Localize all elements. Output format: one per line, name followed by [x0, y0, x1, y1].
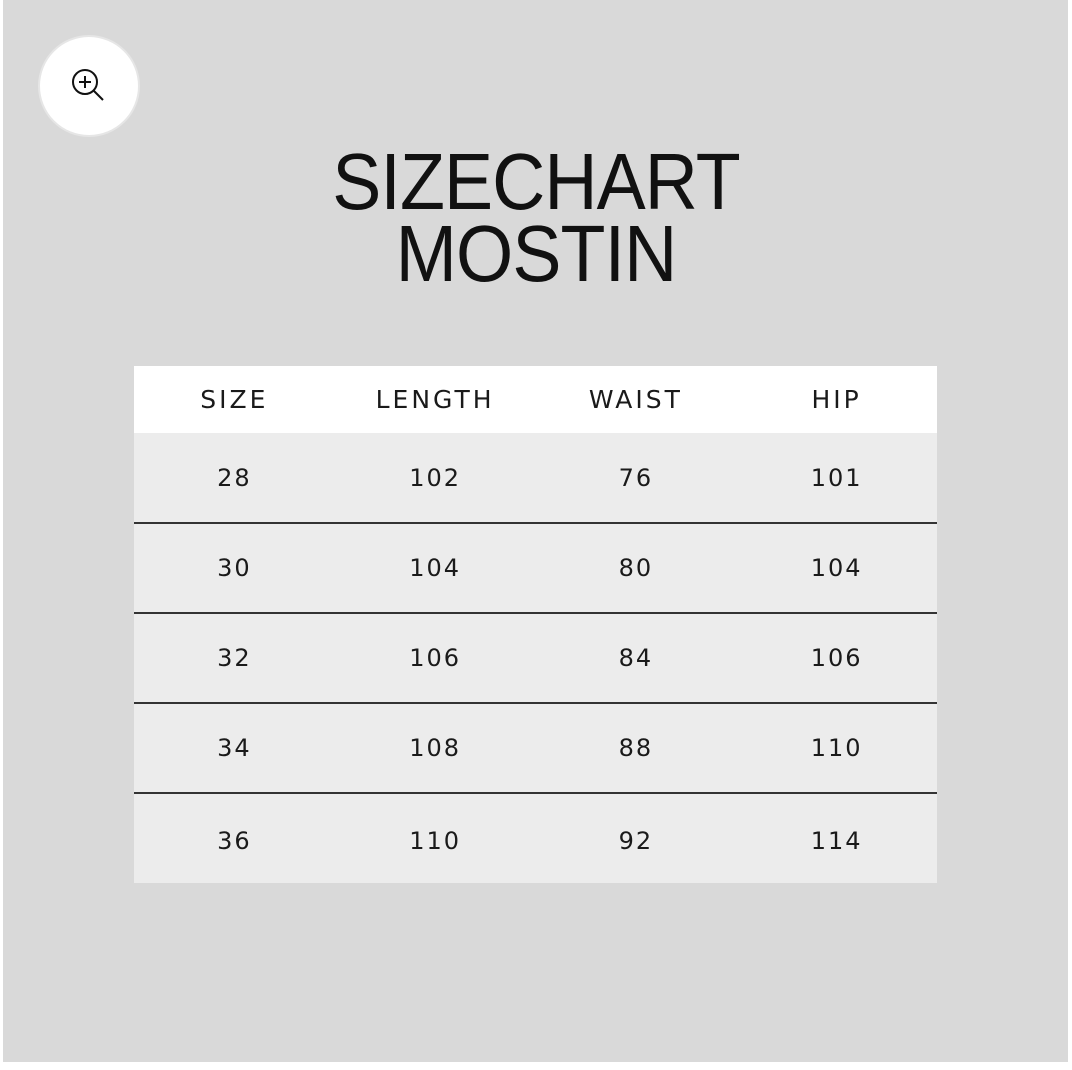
header-waist: WAIST — [588, 385, 683, 414]
table-row: 36 110 92 114 — [134, 793, 937, 883]
title-line-2: MOSTIN — [395, 209, 678, 298]
cell-waist: 80 — [618, 554, 654, 582]
cell-size: 34 — [217, 734, 252, 762]
size-table: SIZE LENGTH WAIST HIP 28 102 76 101 30 104 80 1… — [134, 366, 937, 883]
cell-size: 36 — [217, 826, 252, 855]
header-length: LENGTH — [375, 385, 495, 414]
cell-length: 104 — [409, 554, 462, 582]
cell-hip: 104 — [810, 554, 863, 582]
cell-length: 108 — [409, 734, 462, 762]
cell-hip: 101 — [810, 463, 863, 492]
cell-length: 102 — [409, 463, 462, 492]
cell-waist: 84 — [618, 644, 654, 672]
table-header-row: SIZE LENGTH WAIST HIP — [134, 366, 937, 433]
cell-length: 110 — [409, 826, 462, 855]
cell-hip: 106 — [810, 644, 863, 672]
table-row: 30 104 80 104 — [134, 523, 937, 613]
cell-size: 28 — [217, 463, 252, 492]
zoom-button[interactable] — [40, 37, 138, 135]
cell-hip: 114 — [810, 826, 863, 855]
cell-waist: 88 — [618, 734, 654, 762]
page-title: SIZECHART MOSTIN — [43, 137, 1029, 298]
header-hip: HIP — [811, 385, 862, 414]
cell-length: 106 — [409, 644, 462, 672]
cell-size: 32 — [217, 644, 252, 672]
size-chart-image — [3, 0, 1068, 1062]
cell-waist: 92 — [618, 826, 654, 855]
title-line-1: SIZECHART — [332, 137, 740, 226]
zoom-in-icon — [72, 69, 104, 101]
table-row: 32 106 84 106 — [134, 613, 937, 703]
table-row: 28 102 76 101 — [134, 433, 937, 523]
cell-size: 30 — [217, 554, 252, 582]
cell-hip: 110 — [810, 734, 863, 762]
table-row: 34 108 88 110 — [134, 703, 937, 793]
header-size: SIZE — [200, 385, 269, 414]
cell-waist: 76 — [618, 463, 654, 492]
